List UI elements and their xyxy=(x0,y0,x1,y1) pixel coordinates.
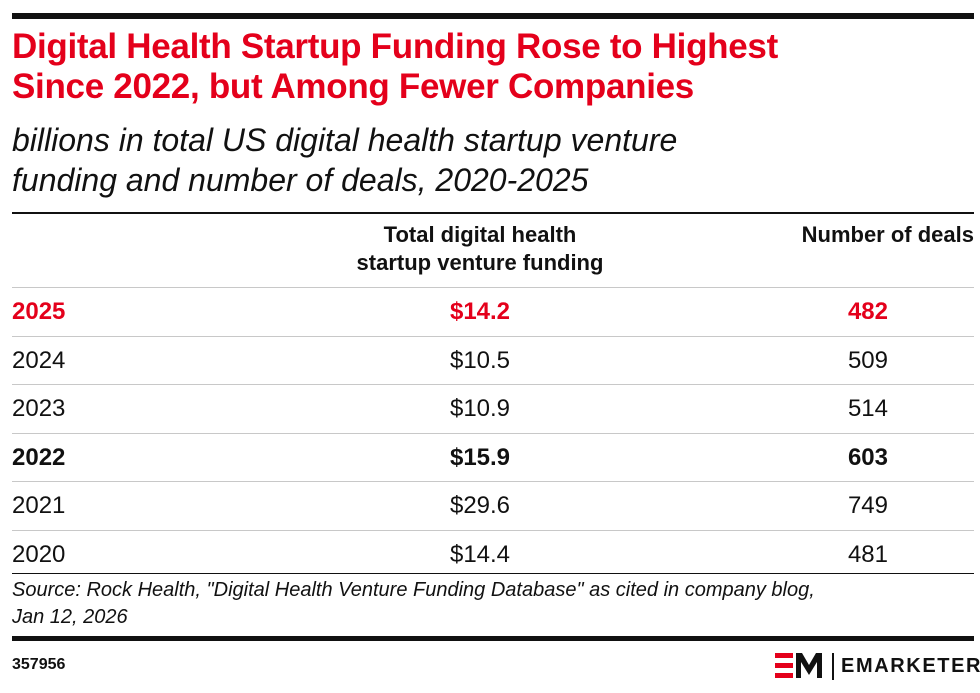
deals-cell: 482 xyxy=(847,298,888,325)
em-logo-icon xyxy=(775,653,822,678)
data-table: 2025 $14.2 482 2024 $10.5 509 2023 $10.9 514 2022… xyxy=(12,287,974,578)
header-rule xyxy=(12,212,974,214)
table-bottom-rule xyxy=(12,573,974,574)
source-line-2: Jan 12, 2026 xyxy=(12,606,128,628)
funding-cell: $29.6 xyxy=(449,492,511,519)
funding-cell: $15.9 xyxy=(449,443,511,471)
funding-cell: $10.9 xyxy=(449,395,511,422)
year-cell: 2023 xyxy=(12,395,66,422)
column-header-funding-line-2: startup venture funding xyxy=(356,250,604,275)
deals-cell: 514 xyxy=(847,395,888,422)
table-row: 2022 $15.9 603 xyxy=(12,432,974,482)
footer-rule xyxy=(12,636,974,641)
funding-cell: $14.4 xyxy=(449,540,511,568)
funding-cell: $10.5 xyxy=(449,346,511,374)
table-row: 2025 $14.2 482 xyxy=(12,287,974,336)
chart-subtitle-line-2: funding and number of deals, 2020-2025 xyxy=(12,162,589,198)
brand: EMARKETER xyxy=(775,650,980,682)
chart-subtitle-line-1: billions in total US digital health star… xyxy=(12,122,678,158)
table-row: 2023 $10.9 514 xyxy=(12,384,974,433)
chart-title-line-2: Since 2022, but Among Fewer Companies xyxy=(12,67,694,106)
chart-title-line-1: Digital Health Startup Funding Rose to H… xyxy=(12,27,778,66)
top-rule xyxy=(12,13,974,19)
year-cell: 2025 xyxy=(12,298,66,325)
brand-name: EMARKETER xyxy=(841,655,980,677)
table-row: 2024 $10.5 509 xyxy=(12,335,974,385)
chart-subtitle: billions in total US digital health star… xyxy=(12,120,972,200)
table-row: 2020 $14.4 481 xyxy=(12,529,974,579)
chart-id: 357956 xyxy=(12,656,66,673)
funding-cell: $14.2 xyxy=(449,298,511,325)
column-header-funding-line-1: Total digital health xyxy=(383,222,577,247)
year-cell: 2024 xyxy=(12,346,66,374)
column-header-deals-line-1: Number of deals xyxy=(801,222,974,247)
brand-divider xyxy=(832,653,834,680)
deals-cell: 603 xyxy=(847,443,888,471)
column-header-deals: Number of deals xyxy=(700,221,974,249)
deals-cell: 749 xyxy=(847,492,888,519)
year-cell: 2021 xyxy=(12,492,66,519)
deals-cell: 509 xyxy=(847,346,888,374)
table-row: 2021 $29.6 749 xyxy=(12,481,974,530)
source-note: Source: Rock Health, "Digital Health Ven… xyxy=(12,577,972,631)
deals-cell: 481 xyxy=(847,540,888,568)
source-line-1: Source: Rock Health, "Digital Health Ven… xyxy=(12,579,815,601)
chart-title: Digital Health Startup Funding Rose to H… xyxy=(12,27,972,107)
year-cell: 2022 xyxy=(12,443,66,471)
year-cell: 2020 xyxy=(12,540,66,568)
column-header-funding: Total digital health startup venture fun… xyxy=(280,221,680,277)
